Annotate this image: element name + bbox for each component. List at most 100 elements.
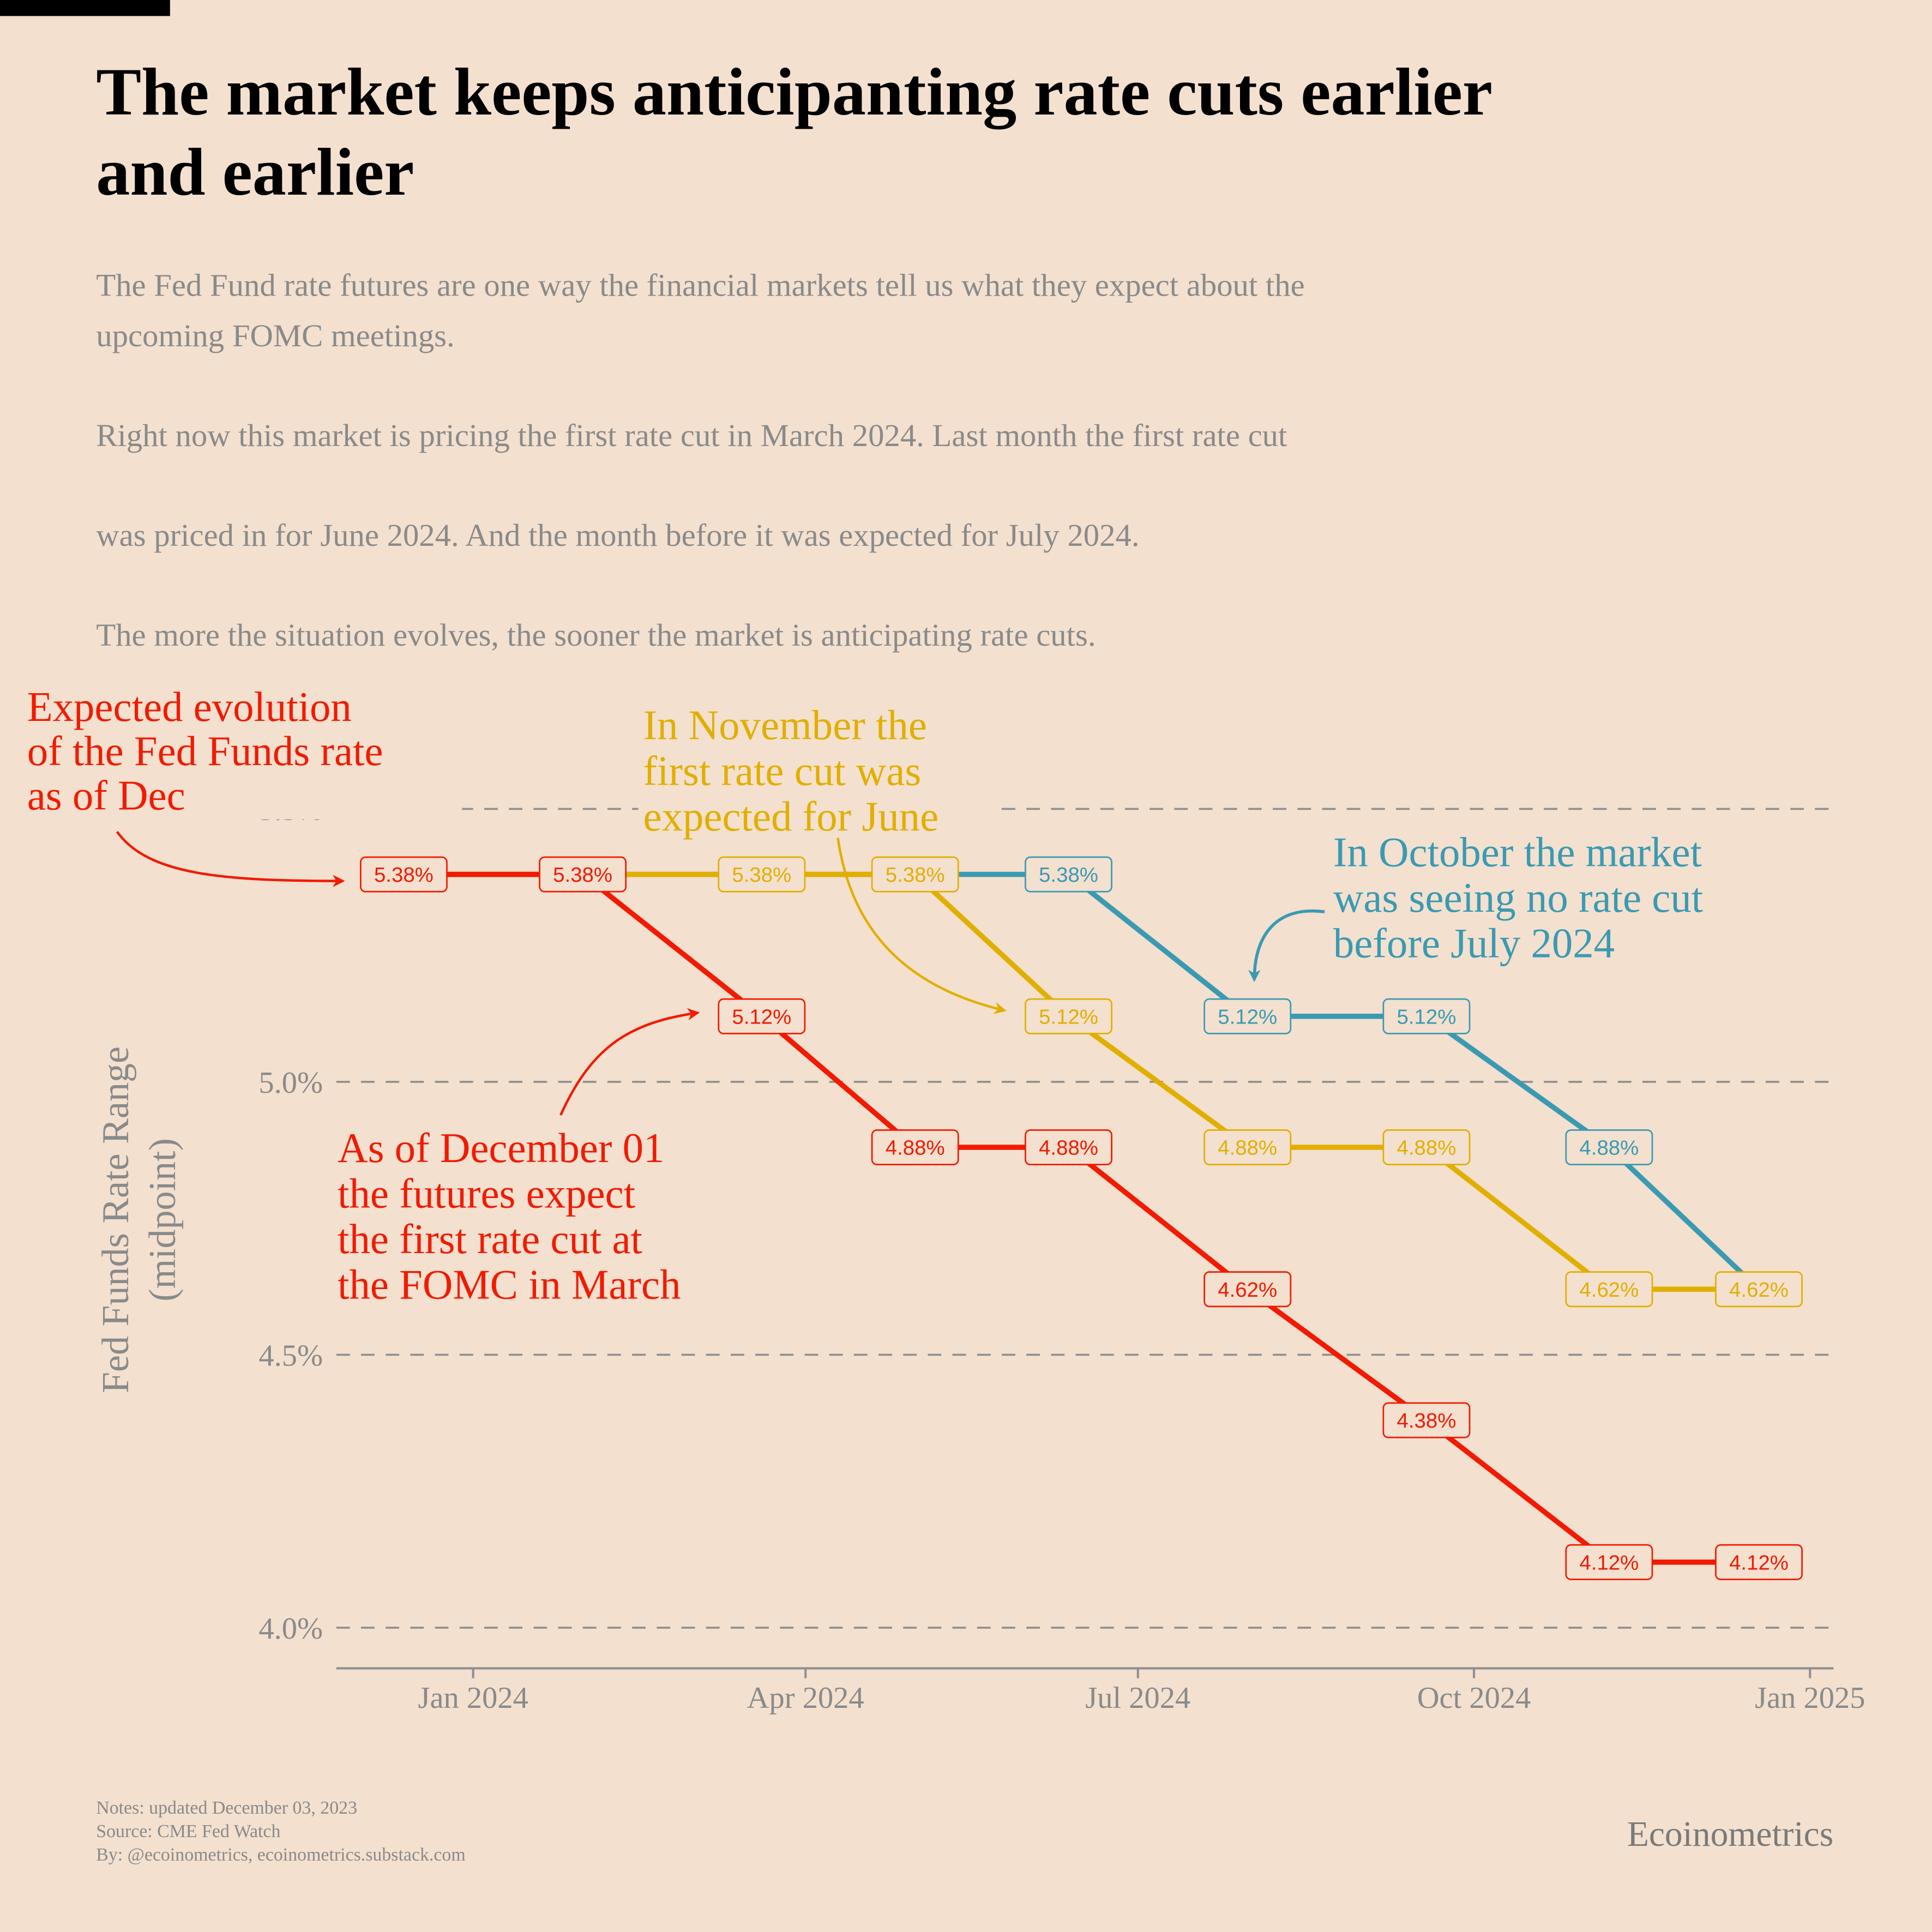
data-label-nov: 4.88%: [1382, 1129, 1471, 1166]
data-label-box: [1025, 1129, 1112, 1166]
data-label-text: 5.38%: [374, 863, 434, 887]
data-label-text: 4.88%: [1579, 1136, 1639, 1160]
annotation-dec-top: Expected evolution of the Fed Funds rate…: [25, 684, 462, 820]
data-label-box: [1565, 1129, 1653, 1166]
y-axis-title-line: Fed Funds Rate Range: [95, 1046, 137, 1393]
data-label-dec: 4.62%: [1203, 1271, 1292, 1308]
brand-logo-text: Ecoinometrics: [1627, 1815, 1833, 1854]
data-label-oct: 5.12%: [1382, 998, 1471, 1034]
series-layer: 5.38% 5.12% 5.12% 4.88% 5.38% 5.38% 5.12% 4.88%…: [359, 856, 1803, 1580]
data-label-dec: 4.88%: [1025, 1129, 1112, 1166]
data-label-dec: 5.38%: [359, 856, 448, 893]
data-label-text: 5.38%: [553, 863, 612, 887]
arrow-oct: [1248, 909, 1325, 982]
data-label-box: [1565, 1271, 1653, 1308]
x-tick-label: Jul 2024: [1085, 1681, 1190, 1715]
annotation-oct: In October the market was seeing no rate…: [1333, 829, 1703, 966]
annotation-line: As of December 01: [338, 1125, 664, 1171]
data-label-text: 5.12%: [1397, 1005, 1456, 1028]
annotation-line: In November the: [643, 702, 926, 749]
data-label-dec: 4.12%: [1565, 1544, 1653, 1580]
annotation-line: as of Dec: [27, 773, 185, 819]
annotation-line: the FOMC in March: [338, 1262, 681, 1308]
annotation-dec-bottom: As of December 01 the futures expect the…: [333, 1121, 702, 1308]
subtitle-line: Right now this market is pricing the fir…: [96, 418, 1287, 453]
footer-notes: Notes: updated December 03, 2023 Source:…: [96, 1798, 465, 1865]
data-label-text: 4.88%: [1397, 1136, 1456, 1160]
data-label-text: 4.62%: [1579, 1278, 1639, 1302]
title-line-2: and earlier: [96, 134, 414, 209]
x-tick-label: Jan 2024: [418, 1681, 528, 1715]
data-label-nov: 4.88%: [1203, 1129, 1292, 1166]
footer-notes-line: Notes: updated December 03, 2023: [96, 1798, 357, 1818]
data-label-text: 4.62%: [1729, 1278, 1789, 1302]
data-label-oct: 5.12%: [1203, 998, 1292, 1034]
data-label-nov: 5.38%: [718, 856, 806, 893]
title-line-1: The market keeps anticipanting rate cuts…: [96, 54, 1492, 130]
data-label-nov: 4.62%: [1715, 1271, 1803, 1308]
annotation-nov: In November the first rate cut was expec…: [638, 702, 1002, 841]
data-label-box: [1025, 856, 1112, 893]
data-label-dec: 5.38%: [539, 856, 627, 893]
y-tick-label: 4.0%: [258, 1612, 323, 1646]
annotation-line: the first rate cut at: [338, 1216, 642, 1262]
annotation-line: Expected evolution: [27, 684, 352, 730]
annotation-line: of the Fed Funds rate: [27, 728, 383, 774]
data-label-box: [539, 856, 627, 893]
subtitle-line: The more the situation evolves, the soon…: [96, 617, 1096, 653]
y-tick-label: 5.0%: [258, 1066, 323, 1100]
y-axis-title-line: (midpoint): [142, 1138, 184, 1302]
data-label-box: [1715, 1271, 1803, 1308]
data-label-box: [1203, 1271, 1292, 1308]
data-label-box: [1565, 1544, 1653, 1580]
arrow-dec-bottom: [559, 1008, 700, 1116]
grid: [336, 808, 1834, 1629]
x-tick-label: Oct 2024: [1417, 1681, 1531, 1715]
data-label-nov: 4.62%: [1565, 1271, 1653, 1308]
data-label-box: [1203, 998, 1292, 1034]
data-label-oct: 4.88%: [1565, 1129, 1653, 1166]
subtitle-line: was priced in for June 2024. And the mon…: [96, 517, 1139, 553]
data-label-text: 4.62%: [1218, 1278, 1277, 1302]
arrow-nov: [836, 838, 1007, 1014]
data-label-nov: 5.38%: [871, 856, 959, 893]
arrow-dec-top: [116, 830, 345, 887]
data-label-box: [1025, 998, 1112, 1034]
data-label-text: 5.12%: [1218, 1005, 1277, 1028]
data-label-text: 5.38%: [1039, 863, 1098, 887]
y-tick-label: 4.5%: [258, 1339, 323, 1373]
data-label-box: [1382, 1129, 1471, 1166]
data-label-text: 4.12%: [1729, 1551, 1789, 1574]
data-label-text: 4.88%: [1218, 1136, 1277, 1160]
data-label-text: 5.38%: [732, 863, 791, 887]
data-label-oct: 5.38%: [1025, 856, 1112, 893]
annotation-line: first rate cut was: [643, 748, 921, 794]
data-label-box: [1715, 1544, 1803, 1580]
data-label-box: [718, 856, 806, 893]
subtitle: The Fed Fund rate futures are one way th…: [96, 267, 1304, 653]
subtitle-line: upcoming FOMC meetings.: [96, 318, 455, 353]
annotation-line: before July 2024: [1333, 920, 1615, 967]
data-label-text: 4.12%: [1579, 1551, 1639, 1574]
footer-source: Source: CME Fed Watch: [96, 1821, 280, 1841]
series-labels: 5.38% 5.12% 5.12% 4.88% 5.38% 5.38% 5.12% 4.88%…: [359, 856, 1803, 1580]
annotation-line: was seeing no rate cut: [1333, 875, 1703, 921]
data-label-text: 5.38%: [886, 863, 945, 887]
data-label-box: [871, 1129, 959, 1166]
data-label-box: [871, 856, 959, 893]
annotations: Expected evolution of the Fed Funds rate…: [25, 684, 1703, 1308]
data-label-box: [718, 998, 806, 1034]
y-axis-title: Fed Funds Rate Range (midpoint): [95, 1046, 184, 1393]
data-label-text: 5.12%: [1039, 1005, 1098, 1028]
annotation-line: expected for June: [643, 793, 938, 840]
x-tick-label: Jan 2025: [1755, 1681, 1865, 1715]
data-label-text: 4.88%: [1039, 1136, 1098, 1160]
data-label-dec: 4.12%: [1715, 1544, 1803, 1580]
data-label-text: 4.88%: [886, 1136, 945, 1160]
data-label-text: 5.12%: [732, 1005, 791, 1028]
data-label-dec: 4.88%: [871, 1129, 959, 1166]
brand-bar: [0, 0, 170, 16]
footer-by: By: @ecoinometrics, ecoinometrics.substa…: [96, 1845, 465, 1865]
